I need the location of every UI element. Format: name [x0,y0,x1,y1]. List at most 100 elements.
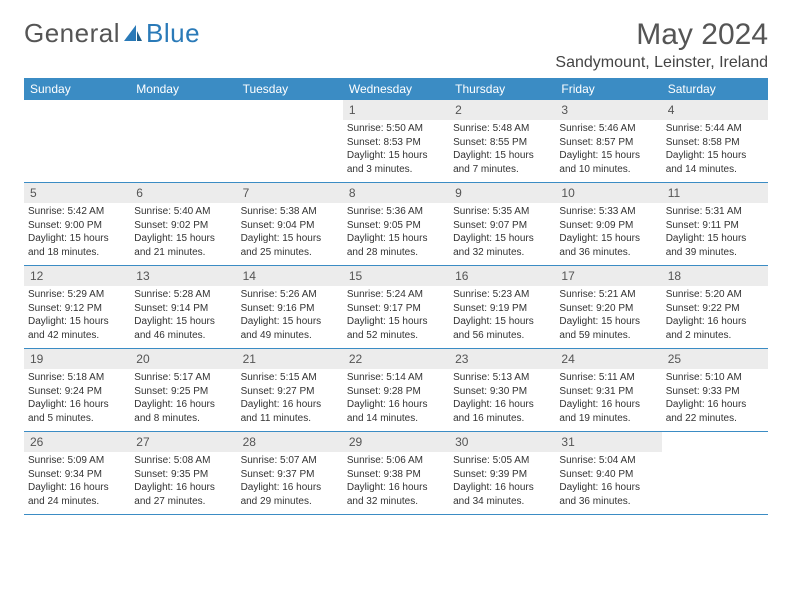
sunrise-text: Sunrise: 5:40 AM [134,205,232,219]
day-body: Sunrise: 5:29 AMSunset: 9:12 PMDaylight:… [24,286,130,346]
day-number: 9 [449,183,555,203]
day-body: Sunrise: 5:28 AMSunset: 9:14 PMDaylight:… [130,286,236,346]
logo-word2: Blue [146,18,200,49]
day-number: 2 [449,100,555,120]
sunrise-text: Sunrise: 5:29 AM [28,288,126,302]
day-body: Sunrise: 5:13 AMSunset: 9:30 PMDaylight:… [449,369,555,429]
day-cell: 17Sunrise: 5:21 AMSunset: 9:20 PMDayligh… [555,266,661,348]
day-body: Sunrise: 5:21 AMSunset: 9:20 PMDaylight:… [555,286,661,346]
sunset-text: Sunset: 9:24 PM [28,385,126,399]
daylight-text: Daylight: 16 hours and 34 minutes. [453,481,551,508]
day-body: Sunrise: 5:18 AMSunset: 9:24 PMDaylight:… [24,369,130,429]
day-body: Sunrise: 5:35 AMSunset: 9:07 PMDaylight:… [449,203,555,263]
daylight-text: Daylight: 15 hours and 59 minutes. [559,315,657,342]
sunrise-text: Sunrise: 5:09 AM [28,454,126,468]
week-row: 5Sunrise: 5:42 AMSunset: 9:00 PMDaylight… [24,183,768,266]
sunset-text: Sunset: 9:40 PM [559,468,657,482]
sunset-text: Sunset: 9:05 PM [347,219,445,233]
day-number: 10 [555,183,661,203]
sunrise-text: Sunrise: 5:21 AM [559,288,657,302]
day-body: Sunrise: 5:09 AMSunset: 9:34 PMDaylight:… [24,452,130,512]
sunset-text: Sunset: 9:27 PM [241,385,339,399]
day-body: Sunrise: 5:14 AMSunset: 9:28 PMDaylight:… [343,369,449,429]
weekday-header: Friday [555,78,661,100]
sunset-text: Sunset: 8:53 PM [347,136,445,150]
day-body: Sunrise: 5:48 AMSunset: 8:55 PMDaylight:… [449,120,555,180]
daylight-text: Daylight: 15 hours and 10 minutes. [559,149,657,176]
daylight-text: Daylight: 15 hours and 21 minutes. [134,232,232,259]
sunset-text: Sunset: 9:16 PM [241,302,339,316]
sunset-text: Sunset: 8:55 PM [453,136,551,150]
day-number: 11 [662,183,768,203]
daylight-text: Daylight: 16 hours and 32 minutes. [347,481,445,508]
day-number: 15 [343,266,449,286]
logo-sail-icon [122,23,144,45]
sunset-text: Sunset: 9:17 PM [347,302,445,316]
day-cell [24,100,130,182]
sunset-text: Sunset: 9:39 PM [453,468,551,482]
day-number [130,100,236,104]
sunrise-text: Sunrise: 5:50 AM [347,122,445,136]
sunrise-text: Sunrise: 5:44 AM [666,122,764,136]
daylight-text: Daylight: 16 hours and 16 minutes. [453,398,551,425]
day-cell: 11Sunrise: 5:31 AMSunset: 9:11 PMDayligh… [662,183,768,265]
sunrise-text: Sunrise: 5:17 AM [134,371,232,385]
sunset-text: Sunset: 9:11 PM [666,219,764,233]
day-body: Sunrise: 5:10 AMSunset: 9:33 PMDaylight:… [662,369,768,429]
day-body: Sunrise: 5:04 AMSunset: 9:40 PMDaylight:… [555,452,661,512]
weekday-header-row: SundayMondayTuesdayWednesdayThursdayFrid… [24,78,768,100]
day-body: Sunrise: 5:50 AMSunset: 8:53 PMDaylight:… [343,120,449,180]
day-body: Sunrise: 5:23 AMSunset: 9:19 PMDaylight:… [449,286,555,346]
sunrise-text: Sunrise: 5:46 AM [559,122,657,136]
day-body: Sunrise: 5:15 AMSunset: 9:27 PMDaylight:… [237,369,343,429]
weekday-header: Saturday [662,78,768,100]
sunset-text: Sunset: 9:28 PM [347,385,445,399]
day-cell: 1Sunrise: 5:50 AMSunset: 8:53 PMDaylight… [343,100,449,182]
daylight-text: Daylight: 16 hours and 24 minutes. [28,481,126,508]
day-cell: 16Sunrise: 5:23 AMSunset: 9:19 PMDayligh… [449,266,555,348]
day-cell: 26Sunrise: 5:09 AMSunset: 9:34 PMDayligh… [24,432,130,514]
day-cell: 29Sunrise: 5:06 AMSunset: 9:38 PMDayligh… [343,432,449,514]
sunrise-text: Sunrise: 5:04 AM [559,454,657,468]
day-number: 24 [555,349,661,369]
day-number [662,432,768,436]
sunset-text: Sunset: 9:04 PM [241,219,339,233]
sunrise-text: Sunrise: 5:13 AM [453,371,551,385]
day-cell: 14Sunrise: 5:26 AMSunset: 9:16 PMDayligh… [237,266,343,348]
daylight-text: Daylight: 16 hours and 19 minutes. [559,398,657,425]
daylight-text: Daylight: 15 hours and 18 minutes. [28,232,126,259]
sunrise-text: Sunrise: 5:14 AM [347,371,445,385]
day-number: 12 [24,266,130,286]
day-number: 25 [662,349,768,369]
day-body: Sunrise: 5:36 AMSunset: 9:05 PMDaylight:… [343,203,449,263]
day-body: Sunrise: 5:38 AMSunset: 9:04 PMDaylight:… [237,203,343,263]
header: General Blue May 2024 Sandymount, Leinst… [24,18,768,72]
day-cell: 28Sunrise: 5:07 AMSunset: 9:37 PMDayligh… [237,432,343,514]
week-row: 19Sunrise: 5:18 AMSunset: 9:24 PMDayligh… [24,349,768,432]
day-number: 3 [555,100,661,120]
day-cell: 15Sunrise: 5:24 AMSunset: 9:17 PMDayligh… [343,266,449,348]
sunrise-text: Sunrise: 5:15 AM [241,371,339,385]
day-number: 16 [449,266,555,286]
day-number: 6 [130,183,236,203]
sunset-text: Sunset: 9:09 PM [559,219,657,233]
day-number: 14 [237,266,343,286]
daylight-text: Daylight: 16 hours and 11 minutes. [241,398,339,425]
day-body: Sunrise: 5:07 AMSunset: 9:37 PMDaylight:… [237,452,343,512]
daylight-text: Daylight: 15 hours and 32 minutes. [453,232,551,259]
day-cell [237,100,343,182]
logo-word1: General [24,18,120,49]
daylight-text: Daylight: 16 hours and 8 minutes. [134,398,232,425]
day-number: 18 [662,266,768,286]
day-cell: 21Sunrise: 5:15 AMSunset: 9:27 PMDayligh… [237,349,343,431]
day-cell: 30Sunrise: 5:05 AMSunset: 9:39 PMDayligh… [449,432,555,514]
logo: General Blue [24,18,200,49]
day-cell: 24Sunrise: 5:11 AMSunset: 9:31 PMDayligh… [555,349,661,431]
day-cell: 3Sunrise: 5:46 AMSunset: 8:57 PMDaylight… [555,100,661,182]
sunset-text: Sunset: 9:20 PM [559,302,657,316]
sunset-text: Sunset: 9:30 PM [453,385,551,399]
day-cell: 4Sunrise: 5:44 AMSunset: 8:58 PMDaylight… [662,100,768,182]
sunset-text: Sunset: 9:34 PM [28,468,126,482]
day-body: Sunrise: 5:24 AMSunset: 9:17 PMDaylight:… [343,286,449,346]
sunset-text: Sunset: 9:37 PM [241,468,339,482]
